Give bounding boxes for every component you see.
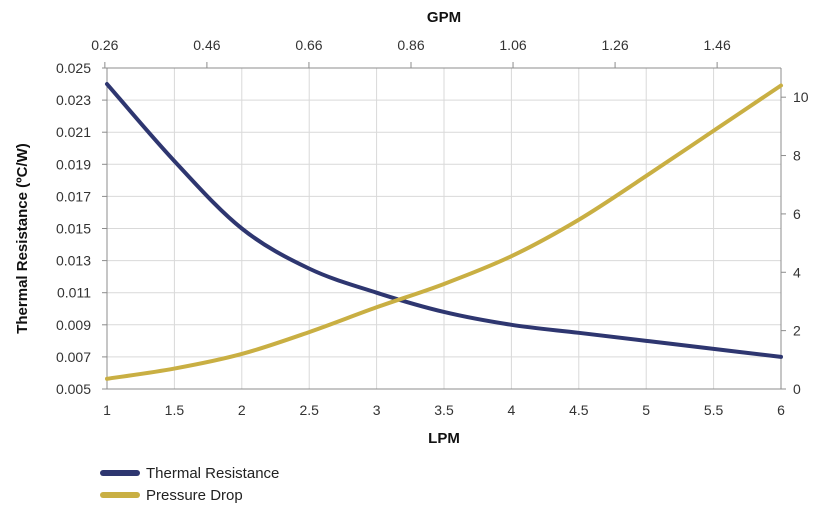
axes (102, 62, 786, 390)
y-tick-label: 0.019 (56, 156, 91, 172)
y-tick-label: 0.017 (56, 188, 91, 204)
y-axis-title: Thermal Resistance (ºC/W) (14, 143, 31, 334)
y2-tick-label: 6 (793, 206, 801, 222)
x-tick-label: 4 (508, 402, 516, 418)
legend-item-thermal-resistance: Thermal Resistance (100, 462, 279, 484)
x-axis-title: LPM (428, 430, 460, 447)
x2-tick-label: 1.26 (601, 37, 628, 53)
legend-label-pressure-drop: Pressure Drop (146, 486, 243, 504)
legend: Thermal Resistance Pressure Drop (100, 462, 279, 506)
y-tick-label: 0.013 (56, 253, 91, 269)
x2-tick-label: 0.66 (295, 37, 322, 53)
x-tick-label: 1.5 (165, 402, 185, 418)
y-tick-label: 0.009 (56, 317, 91, 333)
y2-tick-label: 0 (793, 381, 801, 397)
x2-tick-label: 0.86 (397, 37, 424, 53)
x2-tick-label: 0.26 (91, 37, 118, 53)
y2-tick-label: 4 (793, 264, 801, 280)
x-tick-label: 4.5 (569, 402, 589, 418)
y-tick-label: 0.015 (56, 221, 91, 237)
x-tick-label: 6 (777, 402, 785, 418)
x2-tick-label: 1.06 (499, 37, 526, 53)
x-tick-label: 3.5 (434, 402, 454, 418)
y-tick-label: 0.023 (56, 92, 91, 108)
x-tick-label: 5 (642, 402, 650, 418)
y2-tick-label: 10 (793, 89, 809, 105)
legend-label-thermal-resistance: Thermal Resistance (146, 464, 280, 482)
x-tick-label: 3 (373, 402, 381, 418)
y-tick-label: 0.025 (56, 60, 91, 76)
y-tick-label: 0.007 (56, 349, 91, 365)
x2-axis-title: GPM (427, 9, 461, 26)
y-tick-label: 0.005 (56, 381, 91, 397)
series-line-thermal-resistance (105, 82, 783, 359)
y-tick-label: 0.021 (56, 124, 91, 140)
legend-item-pressure-drop: Pressure Drop (100, 484, 279, 506)
x-tick-label: 1 (103, 402, 111, 418)
y2-tick-label: 2 (793, 323, 801, 339)
series-layer (105, 82, 783, 381)
x-tick-label: 2 (238, 402, 246, 418)
x2-tick-label: 1.46 (703, 37, 730, 53)
y-tick-label: 0.011 (57, 285, 91, 301)
y2-tick-label: 8 (793, 148, 801, 164)
x-tick-label: 2.5 (299, 402, 319, 418)
tick-labels: 1 1.5 2 2.5 3 3.5 4 4.5 5 5.5 6 0.005 0.007 0.009 0.01… (56, 37, 809, 418)
grid (106, 67, 782, 390)
x-tick-label: 5.5 (704, 402, 724, 418)
series-line-pressure-drop (105, 83, 783, 381)
legend-swatch-thermal-resistance (100, 470, 140, 476)
chart: 1 1.5 2 2.5 3 3.5 4 4.5 5 5.5 6 0.005 0.007 0.009 0.01… (14, 9, 809, 447)
legend-swatch-pressure-drop (100, 492, 140, 498)
x2-tick-label: 0.46 (193, 37, 220, 53)
